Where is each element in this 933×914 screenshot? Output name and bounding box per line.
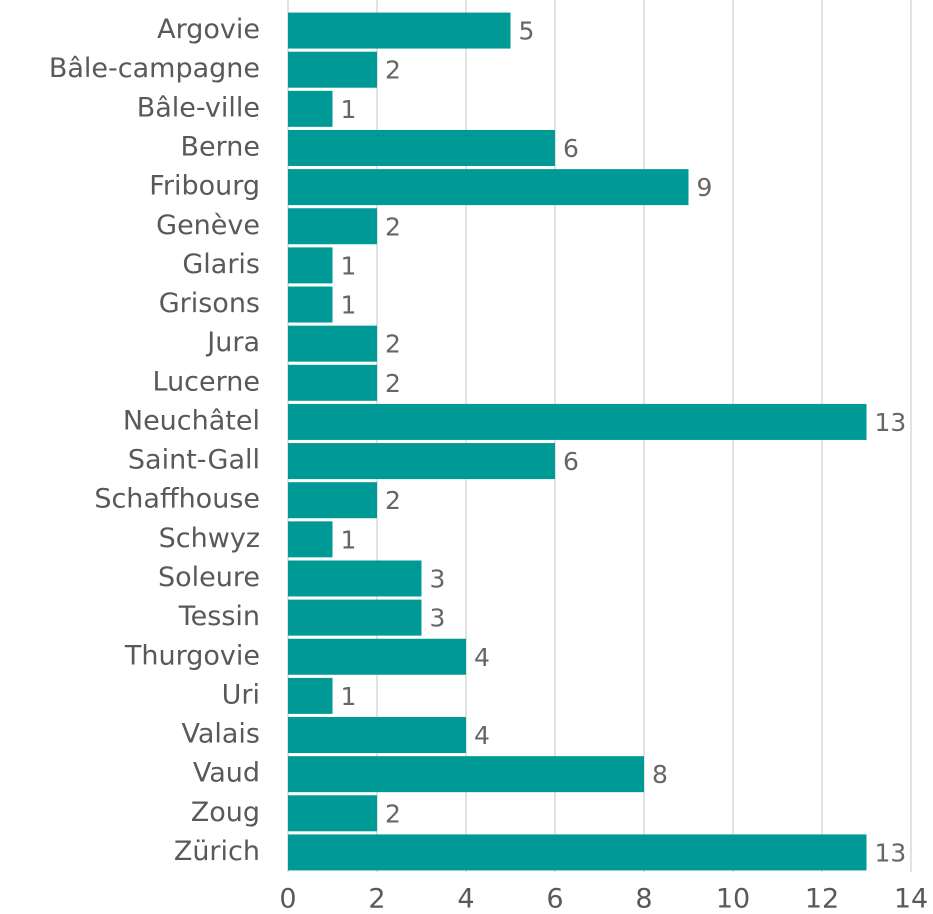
value-label: 2: [385, 212, 401, 241]
bar: [288, 169, 689, 206]
y-tick-label: Schwyz: [159, 523, 260, 554]
bar: [288, 560, 422, 597]
bar: [288, 717, 466, 754]
y-tick-label: Argovie: [157, 14, 260, 45]
y-tick-label: Fribourg: [149, 171, 260, 202]
bar: [288, 403, 867, 440]
bar: [288, 12, 511, 49]
bar: [288, 834, 867, 871]
value-label: 13: [875, 408, 907, 437]
y-tick-label: Zoug: [191, 797, 260, 828]
value-label: 9: [697, 173, 713, 202]
y-tick-label: Grisons: [159, 288, 260, 319]
y-tick-label: Genève: [156, 210, 260, 241]
bar: [288, 208, 377, 245]
bar: [288, 286, 333, 323]
value-label: 2: [385, 330, 401, 359]
y-tick-label: Uri: [222, 679, 260, 710]
bar: [288, 677, 333, 714]
x-tick-label: 2: [368, 884, 385, 914]
y-tick-label: Valais: [181, 719, 260, 750]
y-tick-label: Tessin: [178, 601, 260, 632]
y-tick-label: Schaffhouse: [94, 484, 260, 515]
y-tick-label: Bâle-ville: [137, 92, 260, 123]
value-label: 1: [341, 525, 357, 554]
value-label: 1: [341, 251, 357, 280]
bar: [288, 638, 466, 675]
value-label: 3: [430, 604, 446, 633]
value-label: 4: [474, 721, 490, 750]
bar: [288, 756, 644, 793]
y-tick-label: Soleure: [158, 562, 260, 593]
value-label: 13: [875, 838, 907, 867]
y-tick-label: Zürich: [174, 836, 260, 867]
value-label: 3: [430, 564, 446, 593]
bar: [288, 325, 377, 362]
value-label: 2: [385, 369, 401, 398]
y-tick-label: Berne: [181, 131, 260, 162]
x-tick-label: 12: [805, 884, 839, 914]
value-label: 8: [652, 760, 668, 789]
y-tick-label: Neuchâtel: [123, 405, 260, 436]
bar: [288, 795, 377, 832]
value-label: 6: [563, 134, 579, 163]
x-tick-label: 0: [279, 884, 296, 914]
y-tick-label: Lucerne: [153, 366, 261, 397]
y-tick-label: Jura: [205, 327, 260, 358]
value-label: 5: [519, 17, 535, 46]
value-label: 2: [385, 56, 401, 85]
bar: [288, 90, 333, 127]
y-tick-label: Bâle-campagne: [49, 53, 260, 84]
bar: [288, 482, 377, 519]
bar: [288, 51, 377, 88]
x-tick-label: 10: [716, 884, 750, 914]
bar: [288, 247, 333, 284]
y-tick-label: Thurgovie: [124, 640, 260, 671]
x-tick-label: 6: [546, 884, 563, 914]
bar: [288, 521, 333, 558]
value-label: 1: [341, 95, 357, 124]
x-tick-label: 8: [635, 884, 652, 914]
y-tick-label: Glaris: [182, 249, 260, 280]
y-tick-label: Saint-Gall: [128, 445, 260, 476]
bar: [288, 364, 377, 401]
x-tick-label: 14: [894, 884, 928, 914]
value-label: 1: [341, 682, 357, 711]
bar: [288, 599, 422, 636]
bar: [288, 129, 555, 166]
value-label: 2: [385, 799, 401, 828]
value-label: 1: [341, 291, 357, 320]
value-label: 2: [385, 486, 401, 515]
x-tick-label: 4: [457, 884, 474, 914]
value-label: 4: [474, 643, 490, 672]
value-label: 6: [563, 447, 579, 476]
bar: [288, 443, 555, 480]
y-tick-label: Vaud: [193, 758, 260, 789]
